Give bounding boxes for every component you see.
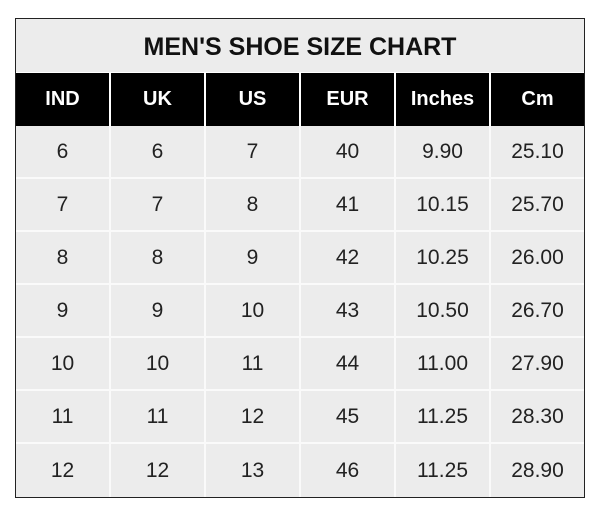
table-cell: 9.90: [396, 126, 491, 179]
table-cell: 10.25: [396, 232, 491, 285]
table-cell: 8: [16, 232, 111, 285]
table-cell: 26.70: [491, 285, 584, 338]
table-cell: 11.25: [396, 391, 491, 444]
table-cell: 10: [111, 338, 206, 391]
table-row: 10 10 11 44 11.00 27.90: [16, 338, 584, 391]
table-cell: 41: [301, 179, 396, 232]
table-cell: 25.70: [491, 179, 584, 232]
table-cell: 27.90: [491, 338, 584, 391]
table-cell: 11: [206, 338, 301, 391]
table-cell: 43: [301, 285, 396, 338]
table-cell: 12: [16, 444, 111, 497]
column-header: Cm: [491, 73, 584, 126]
column-header: EUR: [301, 73, 396, 126]
table-row: 9 9 10 43 10.50 26.70: [16, 285, 584, 338]
table-cell: 40: [301, 126, 396, 179]
table-cell: 11: [16, 391, 111, 444]
table-cell: 12: [111, 444, 206, 497]
table-cell: 42: [301, 232, 396, 285]
table-cell: 28.90: [511, 458, 564, 482]
table-row: 11 11 12 45 11.25 28.30: [16, 391, 584, 444]
table-cell: 25.10: [491, 126, 584, 179]
table-cell: 28.30: [491, 391, 584, 444]
table-row: 7 7 8 41 10.15 25.70: [16, 179, 584, 232]
table-row: 8 8 9 42 10.25 26.00: [16, 232, 584, 285]
table-cell: 9: [206, 232, 301, 285]
table-cell: 7: [206, 126, 301, 179]
table-cell: 12: [206, 391, 301, 444]
column-header: UK: [111, 73, 206, 126]
table-cell: 8: [111, 232, 206, 285]
table-cell: 44: [301, 338, 396, 391]
table-cell: 6: [111, 126, 206, 179]
table-title: MEN'S SHOE SIZE CHART: [16, 19, 584, 73]
table-cell: 13: [206, 444, 301, 497]
table-cell: 11: [111, 391, 206, 444]
column-header: Inches: [396, 73, 491, 126]
column-header: US: [206, 73, 301, 126]
table-cell: 9: [16, 285, 111, 338]
table-body: 6 6 7 40 9.90 25.10 7 7 8 41 10.15 25.70 8 8 9 42 10.25 2…: [16, 126, 584, 497]
column-header: IND: [16, 73, 111, 126]
table-cell: 10.15: [396, 179, 491, 232]
table-cell: 6: [16, 126, 111, 179]
table-cell: 7: [111, 179, 206, 232]
table-cell: 10: [206, 285, 301, 338]
table-cell: 10: [16, 338, 111, 391]
header-row: IND UK US EUR Inches Cm: [16, 73, 584, 126]
table-cell: 11.25: [396, 444, 491, 497]
table-cell: 45: [301, 391, 396, 444]
table-row: 12 12 13 46 11.25 28.90: [16, 444, 584, 497]
table-cell: 8: [206, 179, 301, 232]
table-cell: 26.00: [491, 232, 584, 285]
table-cell: 11.00: [396, 338, 491, 391]
table-cell: 46: [301, 444, 396, 497]
table-row: 6 6 7 40 9.90 25.10: [16, 126, 584, 179]
table-cell: 9: [111, 285, 206, 338]
table-cell: 7: [16, 179, 111, 232]
table-cell: 10.50: [396, 285, 491, 338]
shoe-size-table: MEN'S SHOE SIZE CHART IND UK US EUR Inches Cm…: [15, 18, 585, 498]
